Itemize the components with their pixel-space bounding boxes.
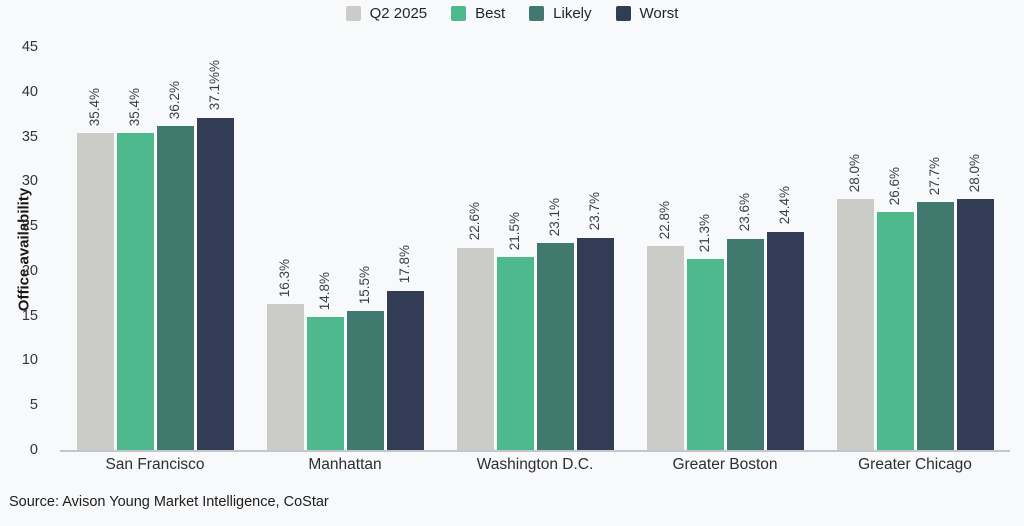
bar-group: 22.6% 21.5% 23.1% 23.7% [440,47,630,450]
bar-value-label: 22.8% [657,200,673,239]
source-note: Source: Avison Young Market Intelligence… [9,494,329,510]
bar-value-label: 35.4% [87,87,103,126]
bar-wrapper: 23.1% [536,47,574,450]
legend-item: Likely [529,5,592,22]
legend: Q2 2025 Best Likely Worst [0,5,1024,22]
bar-wrapper: 22.6% [456,47,494,450]
bar [346,311,384,450]
legend-label: Best [475,5,506,22]
y-axis-ticks: 0 5 10 15 20 25 30 35 40 45 [0,39,46,458]
bar-wrapper: 27.7% [916,47,954,450]
x-category-label: Manhattan [308,456,382,473]
legend-swatch-icon [451,6,467,21]
bar [196,117,234,450]
y-tick-label: 5 [29,397,38,414]
bar [646,245,684,450]
bar [726,238,764,450]
legend-label: Likely [553,5,592,22]
bar-value-label: 21.5% [507,212,523,251]
bar-value-label: 26.6% [887,166,903,205]
x-category-label: Greater Boston [672,456,778,473]
bar-wrapper: 35.4% [116,47,154,450]
bar [306,317,344,450]
bar [456,247,494,450]
bar-wrapper: 28.0% [956,47,994,450]
bar [76,132,114,450]
plot-area: 35.4% 35.4% 36.2% 37.1%% 16.3% 14.8% 15.5% 17.8… [60,47,1010,452]
bar [916,201,954,450]
legend-swatch-icon [529,6,545,21]
bar-value-label: 22.6% [467,202,483,241]
legend-label: Q2 2025 [369,5,428,22]
bar-value-label: 35.4% [127,87,143,126]
bar-value-label: 27.7% [927,156,943,195]
bar-wrapper: 35.4% [76,47,114,450]
bar-value-label: 28.0% [847,153,863,193]
bar-wrapper: 16.3% [266,47,304,450]
bar-wrapper: 36.2% [156,47,194,450]
bar-wrapper: 23.6% [726,47,764,450]
y-tick-label: 0 [29,442,38,458]
bar [836,199,874,450]
legend-label: Worst [639,5,679,22]
bar [496,257,534,450]
bar [386,290,424,450]
bar-wrapper: 26.6% [876,47,914,450]
bar-wrapper: 23.7% [576,47,614,450]
bar-wrapper: 17.8% [386,47,424,450]
bar-value-label: 36.2% [167,80,183,119]
y-tick-label: 20 [21,262,38,279]
bar [266,304,304,450]
x-category-label: San Francisco [105,456,205,473]
x-axis-labels: San Francisco Manhattan Washington D.C. Gre… [60,456,1010,474]
bar [576,237,614,450]
bar [156,125,194,450]
bar [766,231,804,450]
y-tick-label: 45 [21,39,38,55]
x-category-label: Greater Chicago [858,456,972,473]
bar-wrapper: 21.5% [496,47,534,450]
bar-value-label: 24.4% [777,186,793,225]
y-tick-label: 15 [21,307,38,324]
bar-value-label: 17.8% [397,245,413,284]
legend-item: Best [451,5,505,22]
bar-value-label: 14.8% [317,272,333,311]
legend-item: Worst [615,5,679,22]
bar-value-label: 15.5% [357,265,373,305]
bar-wrapper: 28.0% [836,47,874,450]
bar-wrapper: 24.4% [766,47,804,450]
x-category-label: Washington D.C. [476,456,594,473]
bar-group: 35.4% 35.4% 36.2% 37.1%% [60,47,250,450]
y-tick-label: 10 [21,352,38,369]
bar [876,211,914,450]
y-tick-label: 25 [21,218,38,235]
bar-value-label: 23.1% [547,197,563,237]
bar-group: 16.3% 14.8% 15.5% 17.8% [250,47,440,450]
legend-swatch-icon [345,6,361,21]
bar-wrapper: 22.8% [646,47,684,450]
y-tick-label: 30 [21,173,38,190]
y-tick-label: 35 [21,128,38,145]
legend-swatch-icon [615,6,631,21]
bar-group: 22.8% 21.3% 23.6% 24.4% [630,47,820,450]
bar [686,259,724,450]
bar [116,132,154,450]
bar-group: 28.0% 26.6% 27.7% 28.0% [820,47,1010,450]
bar-wrapper: 14.8% [306,47,344,450]
bar-value-label: 23.6% [737,193,753,232]
y-tick-label: 40 [21,83,38,100]
bar-value-label: 16.3% [277,258,293,298]
bar-value-label: 37.1%% [207,60,223,111]
bar-wrapper: 15.5% [346,47,384,450]
bar-wrapper: 37.1%% [196,47,234,450]
bar-value-label: 23.7% [587,192,603,231]
bar [956,199,994,450]
bar-value-label: 28.0% [967,153,983,193]
legend-item: Q2 2025 [345,5,428,22]
bar [536,243,574,450]
bar-value-label: 21.3% [697,213,713,253]
bar-wrapper: 21.3% [686,47,724,450]
